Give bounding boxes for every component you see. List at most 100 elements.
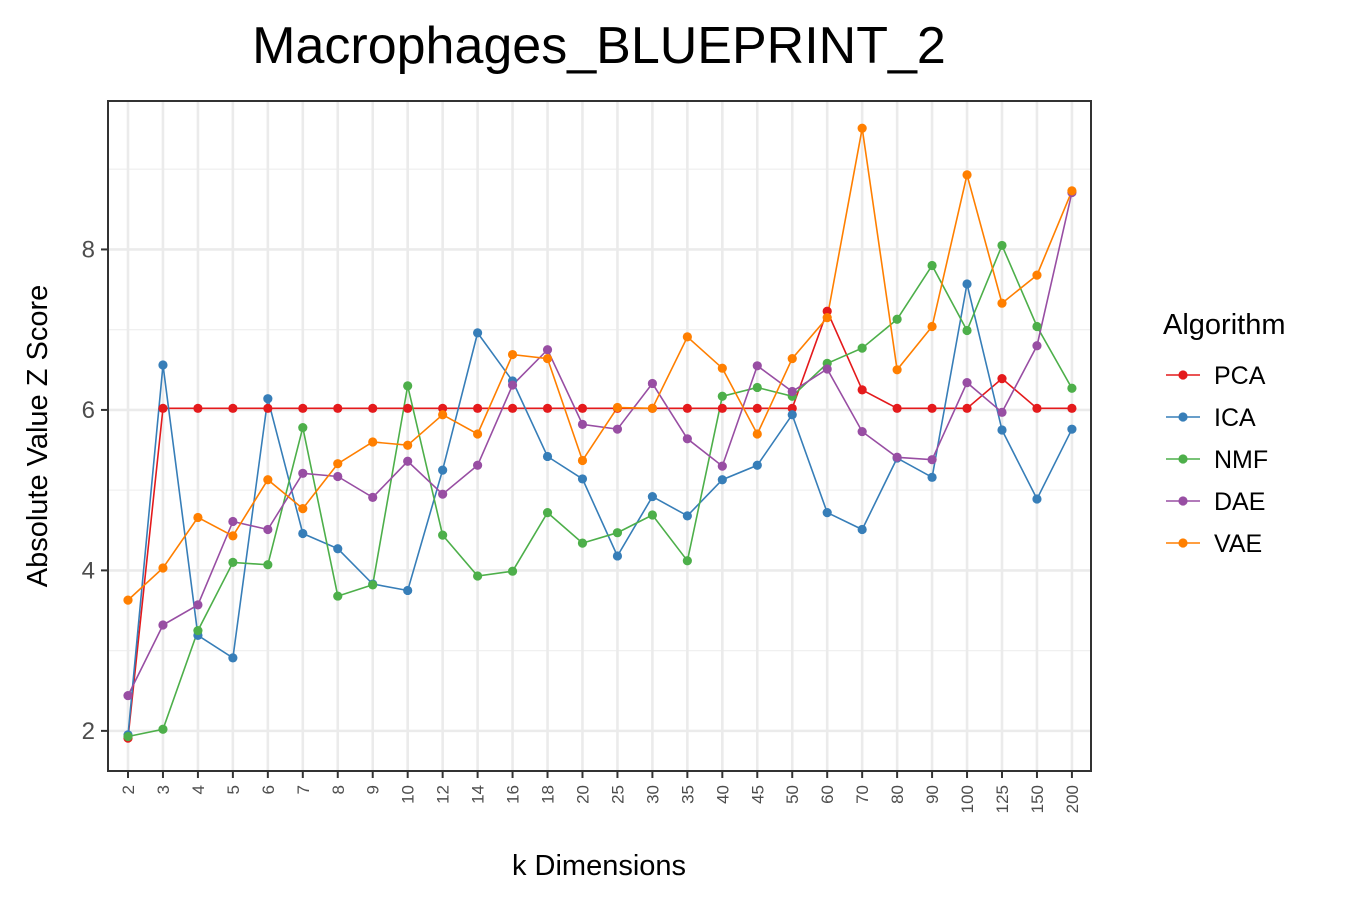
y-tick-label: 4 [82,557,95,584]
data-point-dae [298,468,308,478]
data-point-vae [333,459,343,469]
plot-border [107,100,1092,772]
data-point-vae [298,504,308,514]
data-point-ica [682,511,692,521]
data-point-pca [473,403,483,413]
legend-label-vae: VAE [1214,530,1262,558]
data-point-nmf [403,381,413,391]
data-point-nmf [263,560,273,570]
data-point-nmf [892,314,902,324]
data-point-dae [962,378,972,388]
data-point-pca [682,403,692,413]
data-point-dae [927,455,937,465]
x-axis: 2 3 4 5 6 7 8 9 10 12 14 16 18 20 25 30 35 40 45 50 60 70 80 90… [119,771,1082,813]
major-gridlines [108,101,1091,771]
data-point-vae [822,313,832,323]
data-point-vae [193,512,203,523]
data-point-nmf [368,580,378,590]
data-point-nmf [228,557,238,567]
data-point-ica [473,328,483,338]
x-tick-label: 90 [923,785,942,804]
x-tick-label: 35 [678,785,697,804]
data-point-ica [1067,424,1077,434]
chart-title: Macrophages_BLUEPRINT_2 [252,17,946,75]
data-point-nmf [542,508,553,518]
data-point-nmf [927,260,937,271]
data-point-nmf [193,625,203,636]
data-point-dae [193,600,203,610]
data-point-ica [612,551,623,561]
data-point-pca [507,403,518,413]
x-tick-label: 10 [399,785,418,804]
data-point-nmf [752,382,762,393]
data-point-dae [787,386,797,397]
data-point-ica [1032,494,1042,504]
data-point-vae [438,410,448,420]
data-point-dae [822,364,832,374]
data-point-pca [962,403,972,413]
x-tick-label: 100 [958,785,977,813]
data-point-pca [1067,403,1077,413]
data-point-vae [1032,270,1042,280]
y-tick-label: 2 [82,718,95,745]
data-point-ica [333,544,343,554]
x-tick-label: 2 [119,785,138,794]
x-tick-label: 25 [608,785,627,804]
data-point-dae [577,419,588,429]
data-point-vae [962,170,972,180]
data-point-ica [857,524,867,535]
data-point-vae [228,531,238,541]
x-tick-label: 6 [259,785,278,794]
x-tick-label: 50 [783,785,802,804]
data-point-nmf [577,538,588,548]
data-point-dae [507,380,518,390]
legend-marker-nmf [1178,454,1188,464]
x-tick-label: 70 [853,785,872,804]
data-point-vae [507,349,518,360]
x-tick-label: 45 [748,785,767,804]
data-point-nmf [158,724,168,734]
data-point-dae [612,424,623,434]
data-point-vae [682,332,692,342]
x-tick-label: 12 [434,785,453,804]
data-point-nmf [1032,321,1042,332]
data-point-pca [752,403,762,413]
x-tick-label: 30 [643,785,662,804]
data-point-ica [228,653,238,663]
data-point-ica [752,460,762,470]
data-point-nmf [507,566,518,576]
data-point-vae [997,298,1007,308]
data-point-ica [403,585,413,596]
series-line-vae [127,128,1073,601]
legend-title: Algorithm [1163,309,1286,341]
data-point-pca [263,403,273,413]
data-point-nmf [962,325,972,336]
data-point-ica [787,410,797,420]
data-point-dae [158,620,168,630]
data-point-ica [298,528,308,539]
data-point-pca [193,403,203,413]
data-point-ica [542,451,553,462]
series-line-nmf [127,243,1073,738]
data-point-ica [263,394,273,404]
data-point-vae [368,437,378,447]
data-point-dae [682,434,692,444]
data-point-dae [123,690,133,701]
x-tick-label: 16 [504,785,523,804]
data-point-dae [647,378,658,389]
data-point-nmf [1067,383,1077,393]
legend: Algorithm PCA ICA NMF DAE VAE [1163,309,1286,558]
y-axis: 2 4 6 8 [82,236,108,745]
data-point-pca [717,403,727,413]
series-line-pca [127,309,1072,739]
data-point-vae [473,429,483,439]
data-point-vae [158,563,168,573]
legend-marker-ica [1178,412,1188,422]
data-point-vae [403,440,413,450]
data-point-dae [263,524,273,535]
data-point-nmf [857,343,867,353]
data-point-pca [787,403,797,413]
data-point-pca [298,403,308,413]
data-point-pca [892,403,902,413]
